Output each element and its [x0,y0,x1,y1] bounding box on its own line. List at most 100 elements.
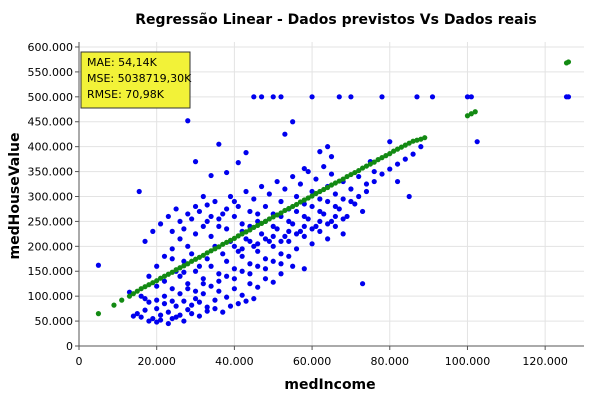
data-point [328,154,335,160]
data-point [185,211,191,217]
data-point [235,301,241,307]
data-point [235,203,241,210]
data-point [157,221,164,227]
data-point [472,109,478,115]
data-point [332,203,338,210]
data-point [379,171,385,177]
x-tick-label: 20.000 [137,355,176,368]
data-point [297,228,304,234]
data-point [414,137,420,143]
data-point [169,286,175,292]
data-point [138,286,144,292]
data-point [474,139,480,145]
data-point [293,208,300,215]
data-point [204,256,210,262]
data-point [189,216,195,222]
data-point [243,150,249,156]
data-point [212,297,218,303]
data-point [200,252,206,258]
data-point [429,94,436,100]
series-0 [95,94,572,327]
data-point [227,193,234,200]
x-axis-title: medIncome [284,377,375,393]
data-point [134,288,140,294]
data-point [243,298,249,304]
data-point [130,313,136,319]
data-point [220,309,226,315]
data-point [348,198,354,205]
data-point [235,233,241,239]
data-point [344,213,350,220]
data-point [154,306,160,312]
x-tick-label: 0 [76,355,83,368]
x-tick-label: 100.000 [445,355,491,368]
data-point [196,254,203,260]
data-point [352,169,358,176]
data-point [286,238,292,244]
data-point [165,320,171,327]
data-point [239,268,245,274]
data-point [181,258,187,264]
data-point [266,238,272,244]
data-point [317,149,323,155]
data-point [305,195,311,201]
data-point [169,298,175,304]
data-point [130,291,136,297]
data-point [301,266,307,272]
data-point [208,233,214,239]
data-point [235,160,241,166]
data-point [165,213,171,220]
data-point [348,94,354,100]
data-point [212,246,218,252]
data-point [189,251,195,257]
data-point [332,180,338,186]
data-point [146,282,152,288]
data-point [282,233,288,239]
data-point [251,296,257,302]
data-point [251,94,257,100]
data-point [286,205,292,212]
data-point [359,165,366,171]
data-point [398,144,405,150]
data-point [181,318,187,324]
data-point [181,226,187,232]
data-point [138,293,144,299]
data-point [266,191,272,197]
data-point [270,279,276,285]
data-point [146,318,152,324]
data-point [468,94,474,100]
data-point [224,258,230,264]
data-point [239,231,245,237]
data-point [262,218,269,225]
data-point [565,59,572,65]
data-point [177,291,183,297]
data-point [414,94,420,100]
data-point [270,233,276,239]
y-tick-label: 250.000 [28,215,74,228]
data-point [402,142,408,148]
data-point [356,167,362,174]
data-point [317,218,323,225]
data-point [356,193,362,200]
data-point [325,198,331,205]
data-point [290,119,296,125]
data-point [247,261,253,267]
data-point [387,139,393,145]
y-axis-title: medHouseValue [7,132,23,259]
data-point [200,193,206,200]
data-point [286,228,292,234]
data-point [309,94,315,100]
x-tick-label: 120.000 [522,355,568,368]
data-point [189,258,195,264]
data-point [394,161,401,167]
data-point [208,283,214,289]
data-point [293,231,300,237]
data-points [95,59,572,327]
data-point [181,269,187,275]
data-point [243,236,249,242]
data-point [224,273,230,279]
data-point [239,253,245,259]
data-point [371,168,377,175]
data-point [255,222,261,228]
data-point [247,271,253,277]
